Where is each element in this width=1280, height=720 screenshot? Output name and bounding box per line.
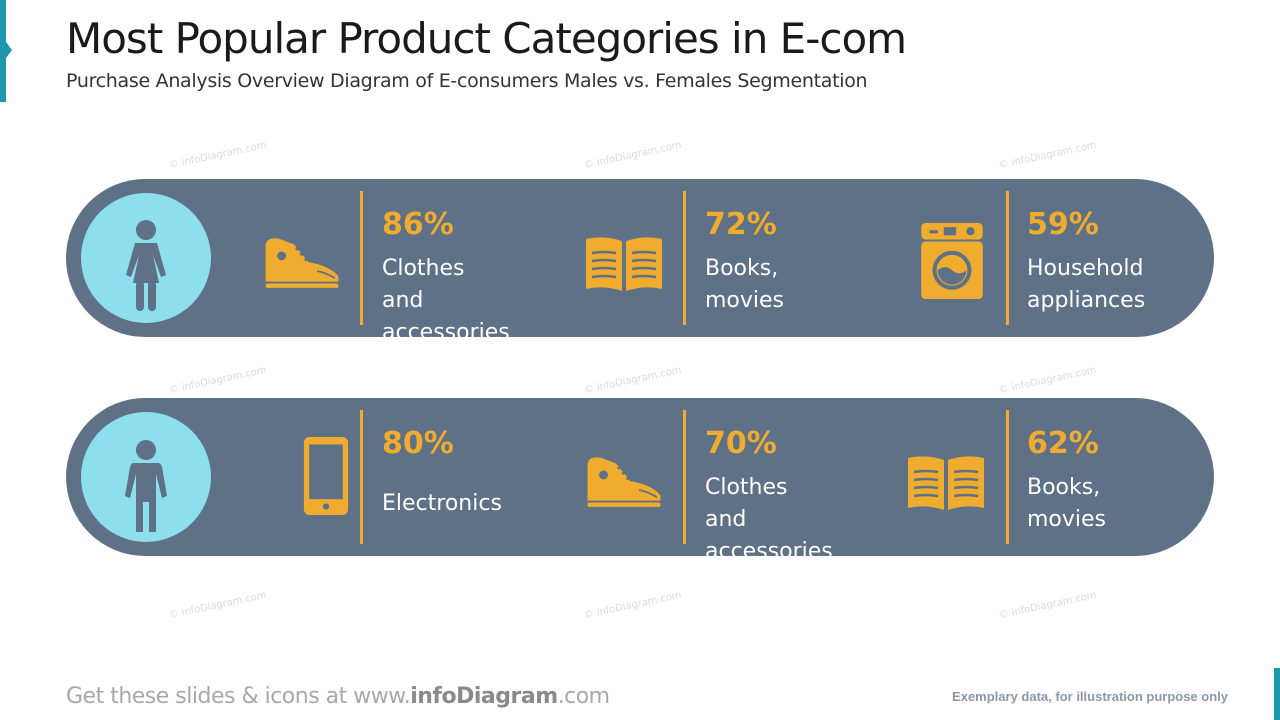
female-avatar xyxy=(81,193,211,323)
watermark: © infoDiagram.com xyxy=(997,589,1098,622)
category-label: Household appliances xyxy=(1027,256,1146,313)
percent-value: 80% xyxy=(382,426,454,461)
category-label: Books, movies xyxy=(1027,475,1107,532)
page-subtitle: Purchase Analysis Overview Diagram of E-… xyxy=(66,70,868,92)
open-book-icon xyxy=(908,456,984,510)
female-person-icon xyxy=(126,220,166,311)
percent-value: 70% xyxy=(705,426,777,461)
divider xyxy=(683,410,686,544)
sneaker-icon xyxy=(265,238,339,288)
sneaker-icon xyxy=(587,457,661,507)
category-label: Clothes and accessories xyxy=(382,256,510,345)
divider xyxy=(683,191,686,325)
male-person-icon xyxy=(125,440,167,532)
males-band: 80% Electronics 70% Clothes and accessor… xyxy=(66,398,1214,564)
watermark: © infoDiagram.com xyxy=(582,364,683,397)
footer-suffix: .com xyxy=(557,684,610,709)
category-label: Electronics xyxy=(382,491,502,516)
corner-bar xyxy=(1274,668,1280,720)
footer-promo: Get these slides & icons at www.infoDiag… xyxy=(66,684,610,709)
watermark: © infoDiagram.com xyxy=(997,139,1098,172)
footer-brand[interactable]: infoDiagram xyxy=(410,684,558,709)
watermark: © infoDiagram.com xyxy=(582,589,683,622)
watermark: © infoDiagram.com xyxy=(997,364,1098,397)
percent-value: 72% xyxy=(705,207,777,242)
percent-value: 62% xyxy=(1027,426,1099,461)
percent-value: 86% xyxy=(382,207,454,242)
percent-value: 59% xyxy=(1027,207,1099,242)
footer-prefix: Get these slides & icons at www. xyxy=(66,684,411,709)
divider xyxy=(360,191,363,325)
divider xyxy=(360,410,363,544)
watermark: © infoDiagram.com xyxy=(167,139,268,172)
smartphone-icon xyxy=(303,437,349,515)
females-band: 86% Clothes and accessories 72% Books, m… xyxy=(66,179,1214,345)
divider xyxy=(1006,410,1009,544)
category-label: Books, movies xyxy=(705,256,785,313)
watermark: © infoDiagram.com xyxy=(167,589,268,622)
washing-machine-icon xyxy=(921,223,983,299)
accent-bar xyxy=(0,0,6,102)
disclaimer: Exemplary data, for illustration purpose… xyxy=(952,689,1228,704)
accent-notch xyxy=(6,42,12,58)
open-book-icon xyxy=(586,237,662,291)
page-title: Most Popular Product Categories in E-com xyxy=(66,14,907,63)
watermark: © infoDiagram.com xyxy=(582,139,683,172)
divider xyxy=(1006,191,1009,325)
male-avatar xyxy=(81,412,211,542)
watermark: © infoDiagram.com xyxy=(167,364,268,397)
category-label: Clothes and accessories xyxy=(705,475,833,564)
